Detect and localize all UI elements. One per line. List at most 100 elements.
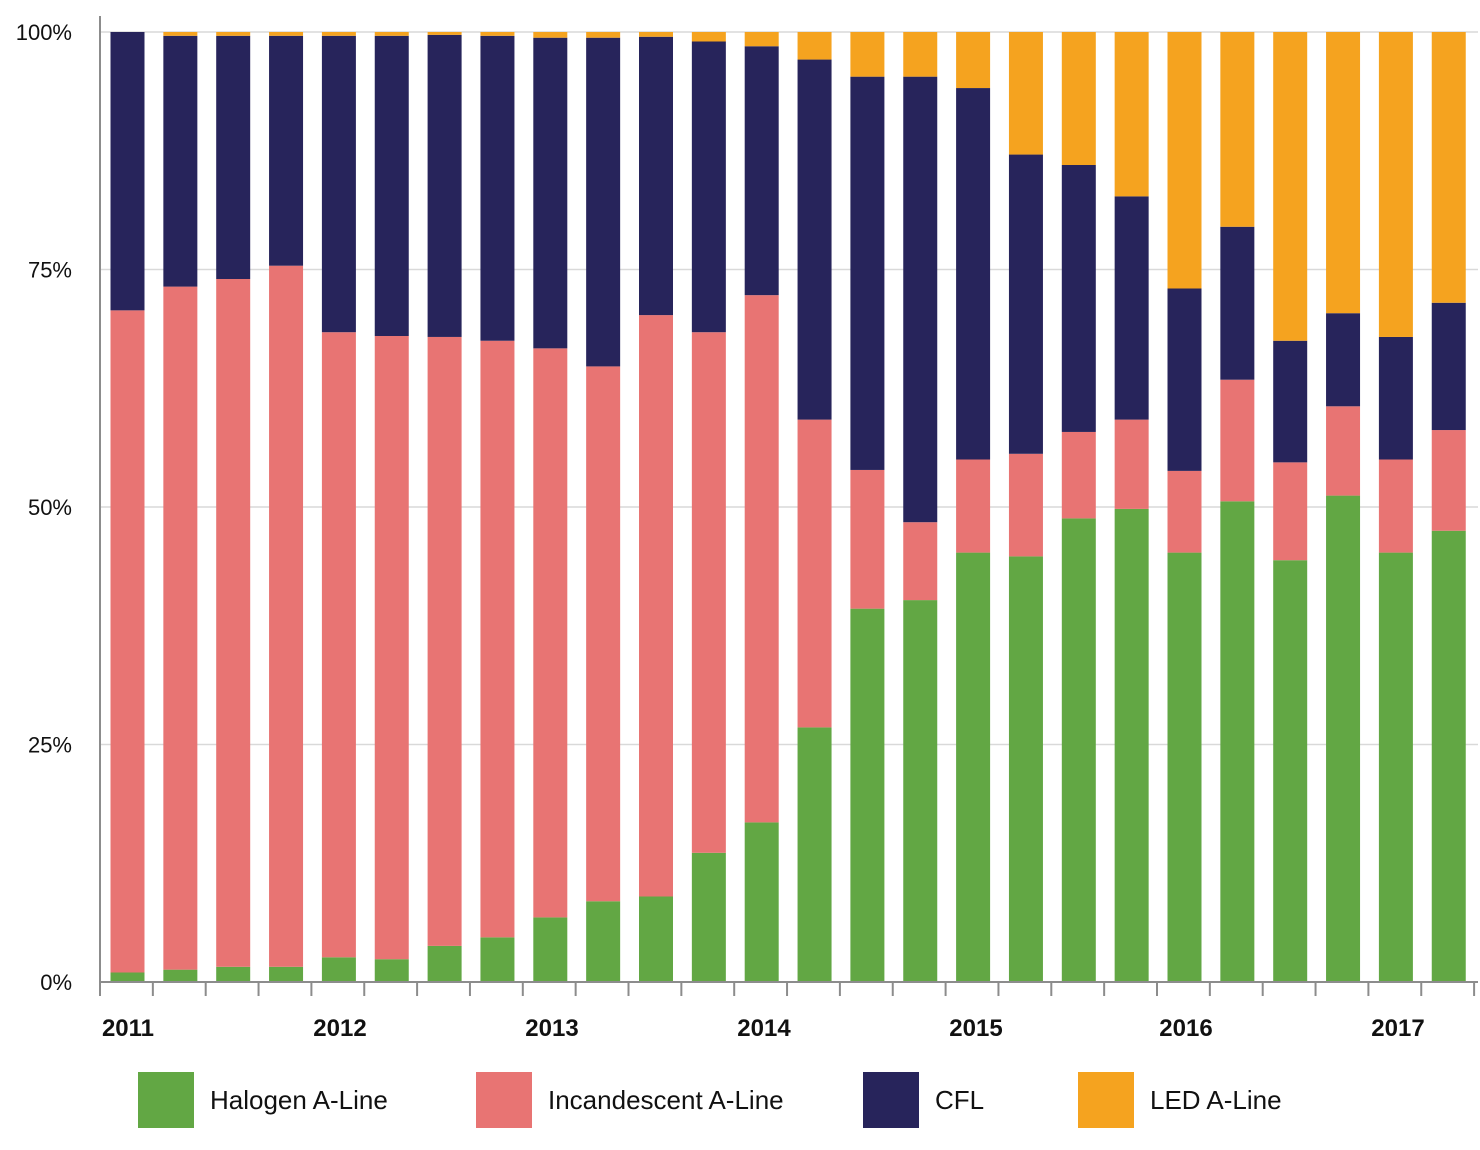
bar-segment-cfl [744,46,779,296]
bar-segment-incandescent [1273,462,1308,561]
bar-segment-halogen [1273,560,1308,982]
bar-segment-incandescent [1378,459,1413,553]
bar-segment-led [1061,32,1096,165]
x-tick-label: 2012 [313,1015,366,1042]
bars [110,32,1466,982]
bar-segment-halogen [321,957,356,982]
bar-segment-incandescent [744,295,779,823]
y-axis-tick-labels: 0% 25% 50% 75% 100% [16,20,72,995]
bar-segment-cfl [163,35,198,287]
bar-segment-led [1167,32,1202,289]
bar-segment-led [216,32,251,36]
bar-segment-cfl [1220,226,1255,380]
x-tick-label: 2013 [525,1015,578,1042]
bar-segment-halogen [216,966,251,982]
legend-item-halogen: Halogen A-Line [138,1072,388,1128]
bar-segment-halogen [639,896,673,982]
bar-segment-incandescent [903,522,938,601]
bar-segment-cfl [1114,196,1149,420]
bar-segment-cfl [956,88,991,460]
legend-label-led: LED A-Line [1150,1084,1282,1115]
bar-segment-halogen [956,552,991,982]
bar-segment-led [163,32,198,36]
bar-segment-cfl [586,37,621,367]
bar-segment-cfl [110,32,145,311]
bar-segment-cfl [1167,288,1202,471]
y-tick-label: 100% [16,20,72,45]
legend-item-incandescent: Incandescent A-Line [476,1072,784,1128]
legend: Halogen A-Line Incandescent A-Line CFL L… [138,1072,1438,1128]
bar-segment-incandescent [956,459,991,553]
bar-segment-incandescent [1431,430,1466,531]
bar-segment-cfl [903,76,938,523]
bar-segment-cfl [639,36,673,316]
bar-segment-led [1431,32,1466,303]
bar-segment-halogen [1061,518,1096,982]
bar-segment-incandescent [1220,379,1255,502]
bar-segment-led [691,32,726,42]
bar-segment-led [956,32,991,89]
bar-segment-led [533,32,568,38]
bar-segment-led [797,32,832,60]
bar-segment-halogen [427,945,462,982]
bar-segment-incandescent [533,348,568,918]
legend-label-cfl: CFL [935,1084,985,1115]
bar-segment-halogen [163,969,198,982]
x-tick-label: 2011 [102,1015,154,1042]
legend-swatch-halogen [138,1072,194,1128]
bar-segment-halogen [1326,495,1361,982]
bar-segment-incandescent [797,419,832,728]
bar-segment-led [586,32,621,38]
x-axis-tick-labels: 2011 2012 2013 2014 2015 2016 2017 [102,1015,1425,1042]
bar-segment-halogen [1008,556,1043,982]
bar-segment-incandescent [691,332,726,853]
x-tick-label: 2017 [1371,1015,1424,1042]
bar-segment-led [1273,32,1308,341]
axes [99,16,1478,996]
bar-segment-halogen [850,608,885,982]
x-tick-label: 2015 [949,1015,1002,1042]
bar-segment-halogen [269,966,304,982]
gridlines [100,31,1478,746]
bar-segment-incandescent [216,279,251,967]
bar-segment-led [1378,32,1413,337]
bar-segment-halogen [1114,508,1149,982]
bar-segment-cfl [1326,313,1361,407]
bar-segment-incandescent [163,286,198,970]
bar-segment-cfl [216,35,251,279]
bar-segment-cfl [1378,336,1413,460]
bar-segment-cfl [1008,154,1043,454]
bar-segment-led [269,32,304,36]
bar-segment-cfl [269,35,304,266]
bar-segment-incandescent [427,336,462,946]
bar-segment-halogen [480,937,515,982]
bar-segment-halogen [1431,530,1466,982]
bar-segment-halogen [1378,552,1413,982]
legend-swatch-led [1078,1072,1134,1128]
bar-segment-led [321,32,356,36]
bar-segment-halogen [586,901,621,982]
legend-swatch-incandescent [476,1072,532,1128]
x-tick-label: 2016 [1159,1015,1212,1042]
y-tick-label: 0% [40,970,72,995]
bar-segment-halogen [110,972,145,982]
bar-segment-incandescent [374,336,409,960]
bar-segment-led [1008,32,1043,155]
bar-segment-led [850,32,885,77]
bar-segment-led [1114,32,1149,197]
bar-segment-incandescent [586,366,621,902]
bar-segment-halogen [374,959,409,982]
bar-segment-incandescent [1326,406,1361,496]
bar-segment-cfl [1273,340,1308,463]
bar-segment-halogen [691,852,726,982]
legend-label-incandescent: Incandescent A-Line [548,1084,784,1115]
bar-segment-halogen [1220,501,1255,982]
bar-segment-incandescent [1008,453,1043,557]
bar-segment-led [639,32,673,37]
x-tick-label: 2014 [737,1015,791,1042]
bar-segment-halogen [903,600,938,982]
bar-segment-cfl [374,35,409,337]
y-tick-label: 25% [28,733,72,758]
bar-segment-incandescent [321,332,356,958]
legend-label-halogen: Halogen A-Line [210,1084,388,1115]
